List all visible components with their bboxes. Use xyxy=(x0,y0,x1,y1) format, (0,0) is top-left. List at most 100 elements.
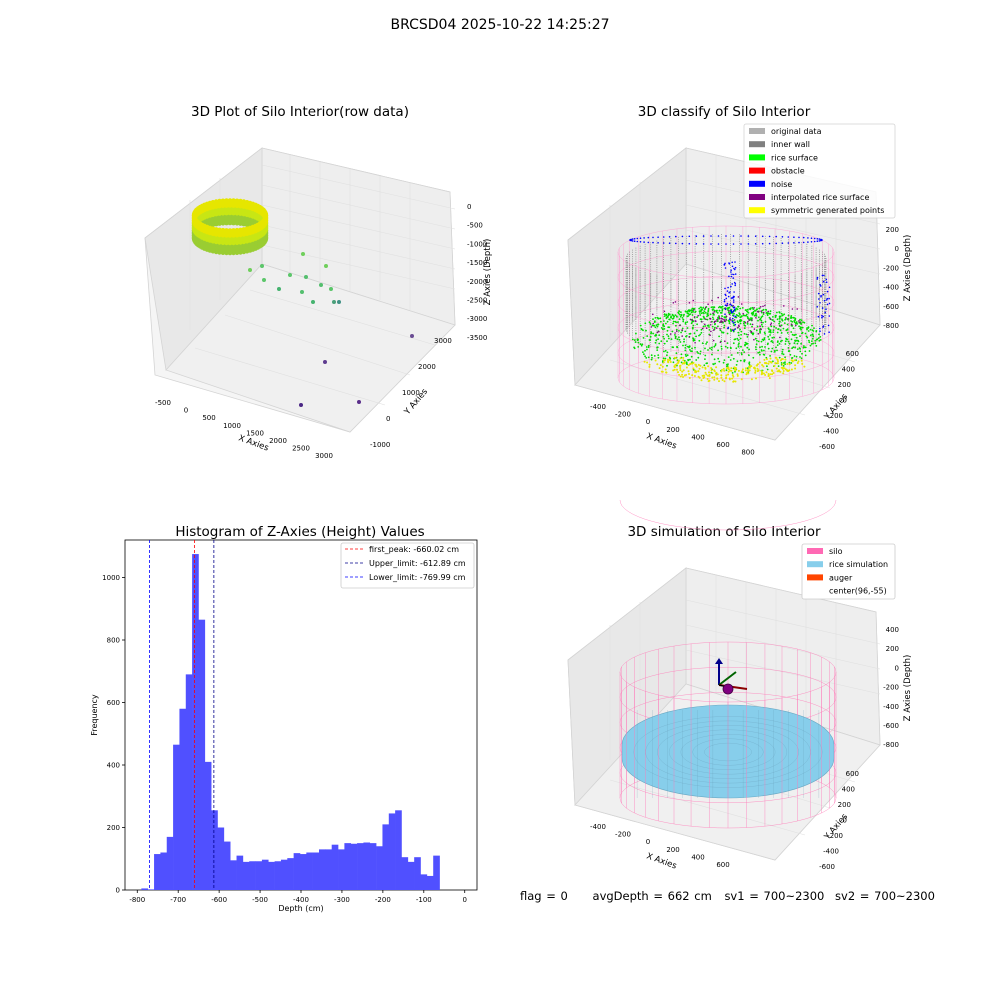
classify-tick-labels: -400-20002004006008006004002000-200-400-… xyxy=(590,226,899,457)
y-tick-label: 600 xyxy=(846,770,859,778)
rice-point xyxy=(639,324,642,327)
rice-point xyxy=(665,322,667,325)
interpolated-point xyxy=(705,318,707,321)
interpolated-point xyxy=(747,333,749,336)
histogram-y-axis-label: Frequency xyxy=(90,694,99,736)
rice-point xyxy=(696,351,699,353)
rice-point xyxy=(735,347,738,350)
rice-point xyxy=(656,349,659,351)
noise-point xyxy=(733,281,736,284)
symmetric-point xyxy=(643,360,646,363)
raw-point xyxy=(263,211,269,217)
noise-point xyxy=(710,235,712,237)
interpolated-point xyxy=(751,319,753,321)
symmetric-point xyxy=(687,370,690,373)
rice-point xyxy=(755,314,758,317)
x-tick-label: 400 xyxy=(691,853,704,861)
rice-point xyxy=(713,358,716,361)
rice-point xyxy=(735,364,738,366)
rice-point xyxy=(775,314,777,317)
rice-point xyxy=(782,353,785,356)
rice-point xyxy=(685,355,688,357)
symmetric-point xyxy=(744,369,747,372)
interpolated-point xyxy=(704,306,707,309)
symmetric-point xyxy=(685,366,688,369)
rice-point xyxy=(691,350,693,353)
x-tick-label: -700 xyxy=(170,896,186,904)
interpolated-point xyxy=(728,310,730,312)
rice-point xyxy=(780,362,783,364)
histogram-bar xyxy=(306,852,313,890)
x-tick-label: 0 xyxy=(646,838,650,846)
histogram-bar xyxy=(255,861,263,890)
symmetric-point xyxy=(731,374,734,377)
rice-point xyxy=(760,311,763,314)
rice-point xyxy=(658,334,661,336)
rice-point xyxy=(725,369,728,372)
rice-point xyxy=(790,315,793,317)
noise-point xyxy=(681,235,684,238)
noise-point xyxy=(728,275,730,278)
noise-point xyxy=(828,315,831,317)
symmetric-point xyxy=(678,373,681,376)
symmetric-point xyxy=(723,380,726,383)
noise-point xyxy=(681,242,684,245)
rice-point xyxy=(643,353,645,356)
interpolated-point xyxy=(783,305,785,307)
noise-point xyxy=(734,315,737,318)
symmetric-point xyxy=(664,368,667,371)
noise-point xyxy=(747,235,750,237)
raw-point xyxy=(248,268,252,272)
noise-point xyxy=(675,242,677,245)
rice-point xyxy=(702,306,705,309)
noise-point xyxy=(733,267,735,270)
status-footer: flag = 0 avgDepth = 662 cm sv1 = 700~230… xyxy=(520,889,935,903)
rice-point xyxy=(777,340,779,342)
rice-point xyxy=(717,325,719,328)
legend-label: noise xyxy=(771,180,792,189)
rice-point xyxy=(788,361,791,364)
rice-point xyxy=(694,311,696,314)
interpolated-point xyxy=(723,320,726,323)
histogram-bar xyxy=(160,852,168,890)
noise-point xyxy=(724,304,727,307)
symmetric-point xyxy=(662,361,665,364)
symmetric-point xyxy=(786,363,789,365)
rice-point xyxy=(704,354,707,357)
noise-point xyxy=(724,293,726,296)
symmetric-point xyxy=(748,365,751,368)
rice-point xyxy=(684,353,687,356)
symmetric-point xyxy=(727,373,730,376)
symmetric-point xyxy=(682,376,684,378)
rice-point xyxy=(802,321,804,323)
rice-point xyxy=(703,364,706,367)
histogram-y-ticks: 0 200 400 600 800 1000 xyxy=(102,574,125,895)
symmetric-point xyxy=(762,365,765,368)
rice-point xyxy=(702,311,705,314)
rice-point xyxy=(663,342,666,345)
symmetric-point xyxy=(793,359,796,362)
raw-point xyxy=(311,300,315,304)
noise-point xyxy=(639,237,642,239)
interpolated-point xyxy=(742,312,744,315)
rice-point xyxy=(711,346,713,349)
rice-point xyxy=(763,349,765,352)
symmetric-point xyxy=(776,358,779,361)
noise-point xyxy=(724,308,727,311)
symmetric-point xyxy=(782,370,785,372)
symmetric-point xyxy=(710,369,713,372)
symmetric-point xyxy=(800,359,803,362)
silo-wire xyxy=(619,500,837,531)
noise-point xyxy=(633,238,636,240)
interpolated-point xyxy=(770,322,773,325)
rice-point xyxy=(666,340,668,343)
z-tick-label: -400 xyxy=(883,284,899,292)
interpolated-point xyxy=(718,316,721,318)
symmetric-point xyxy=(786,369,789,372)
noise-point xyxy=(668,236,671,238)
interpolated-point xyxy=(674,332,676,334)
noise-point xyxy=(822,280,825,283)
rice-point xyxy=(645,346,648,348)
rice-point xyxy=(713,345,716,348)
z-tick-label: 0 xyxy=(895,664,899,672)
